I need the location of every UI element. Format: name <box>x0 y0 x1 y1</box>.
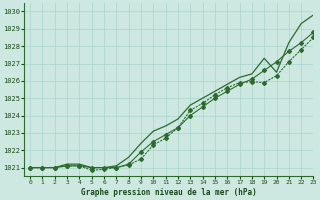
X-axis label: Graphe pression niveau de la mer (hPa): Graphe pression niveau de la mer (hPa) <box>81 188 257 197</box>
